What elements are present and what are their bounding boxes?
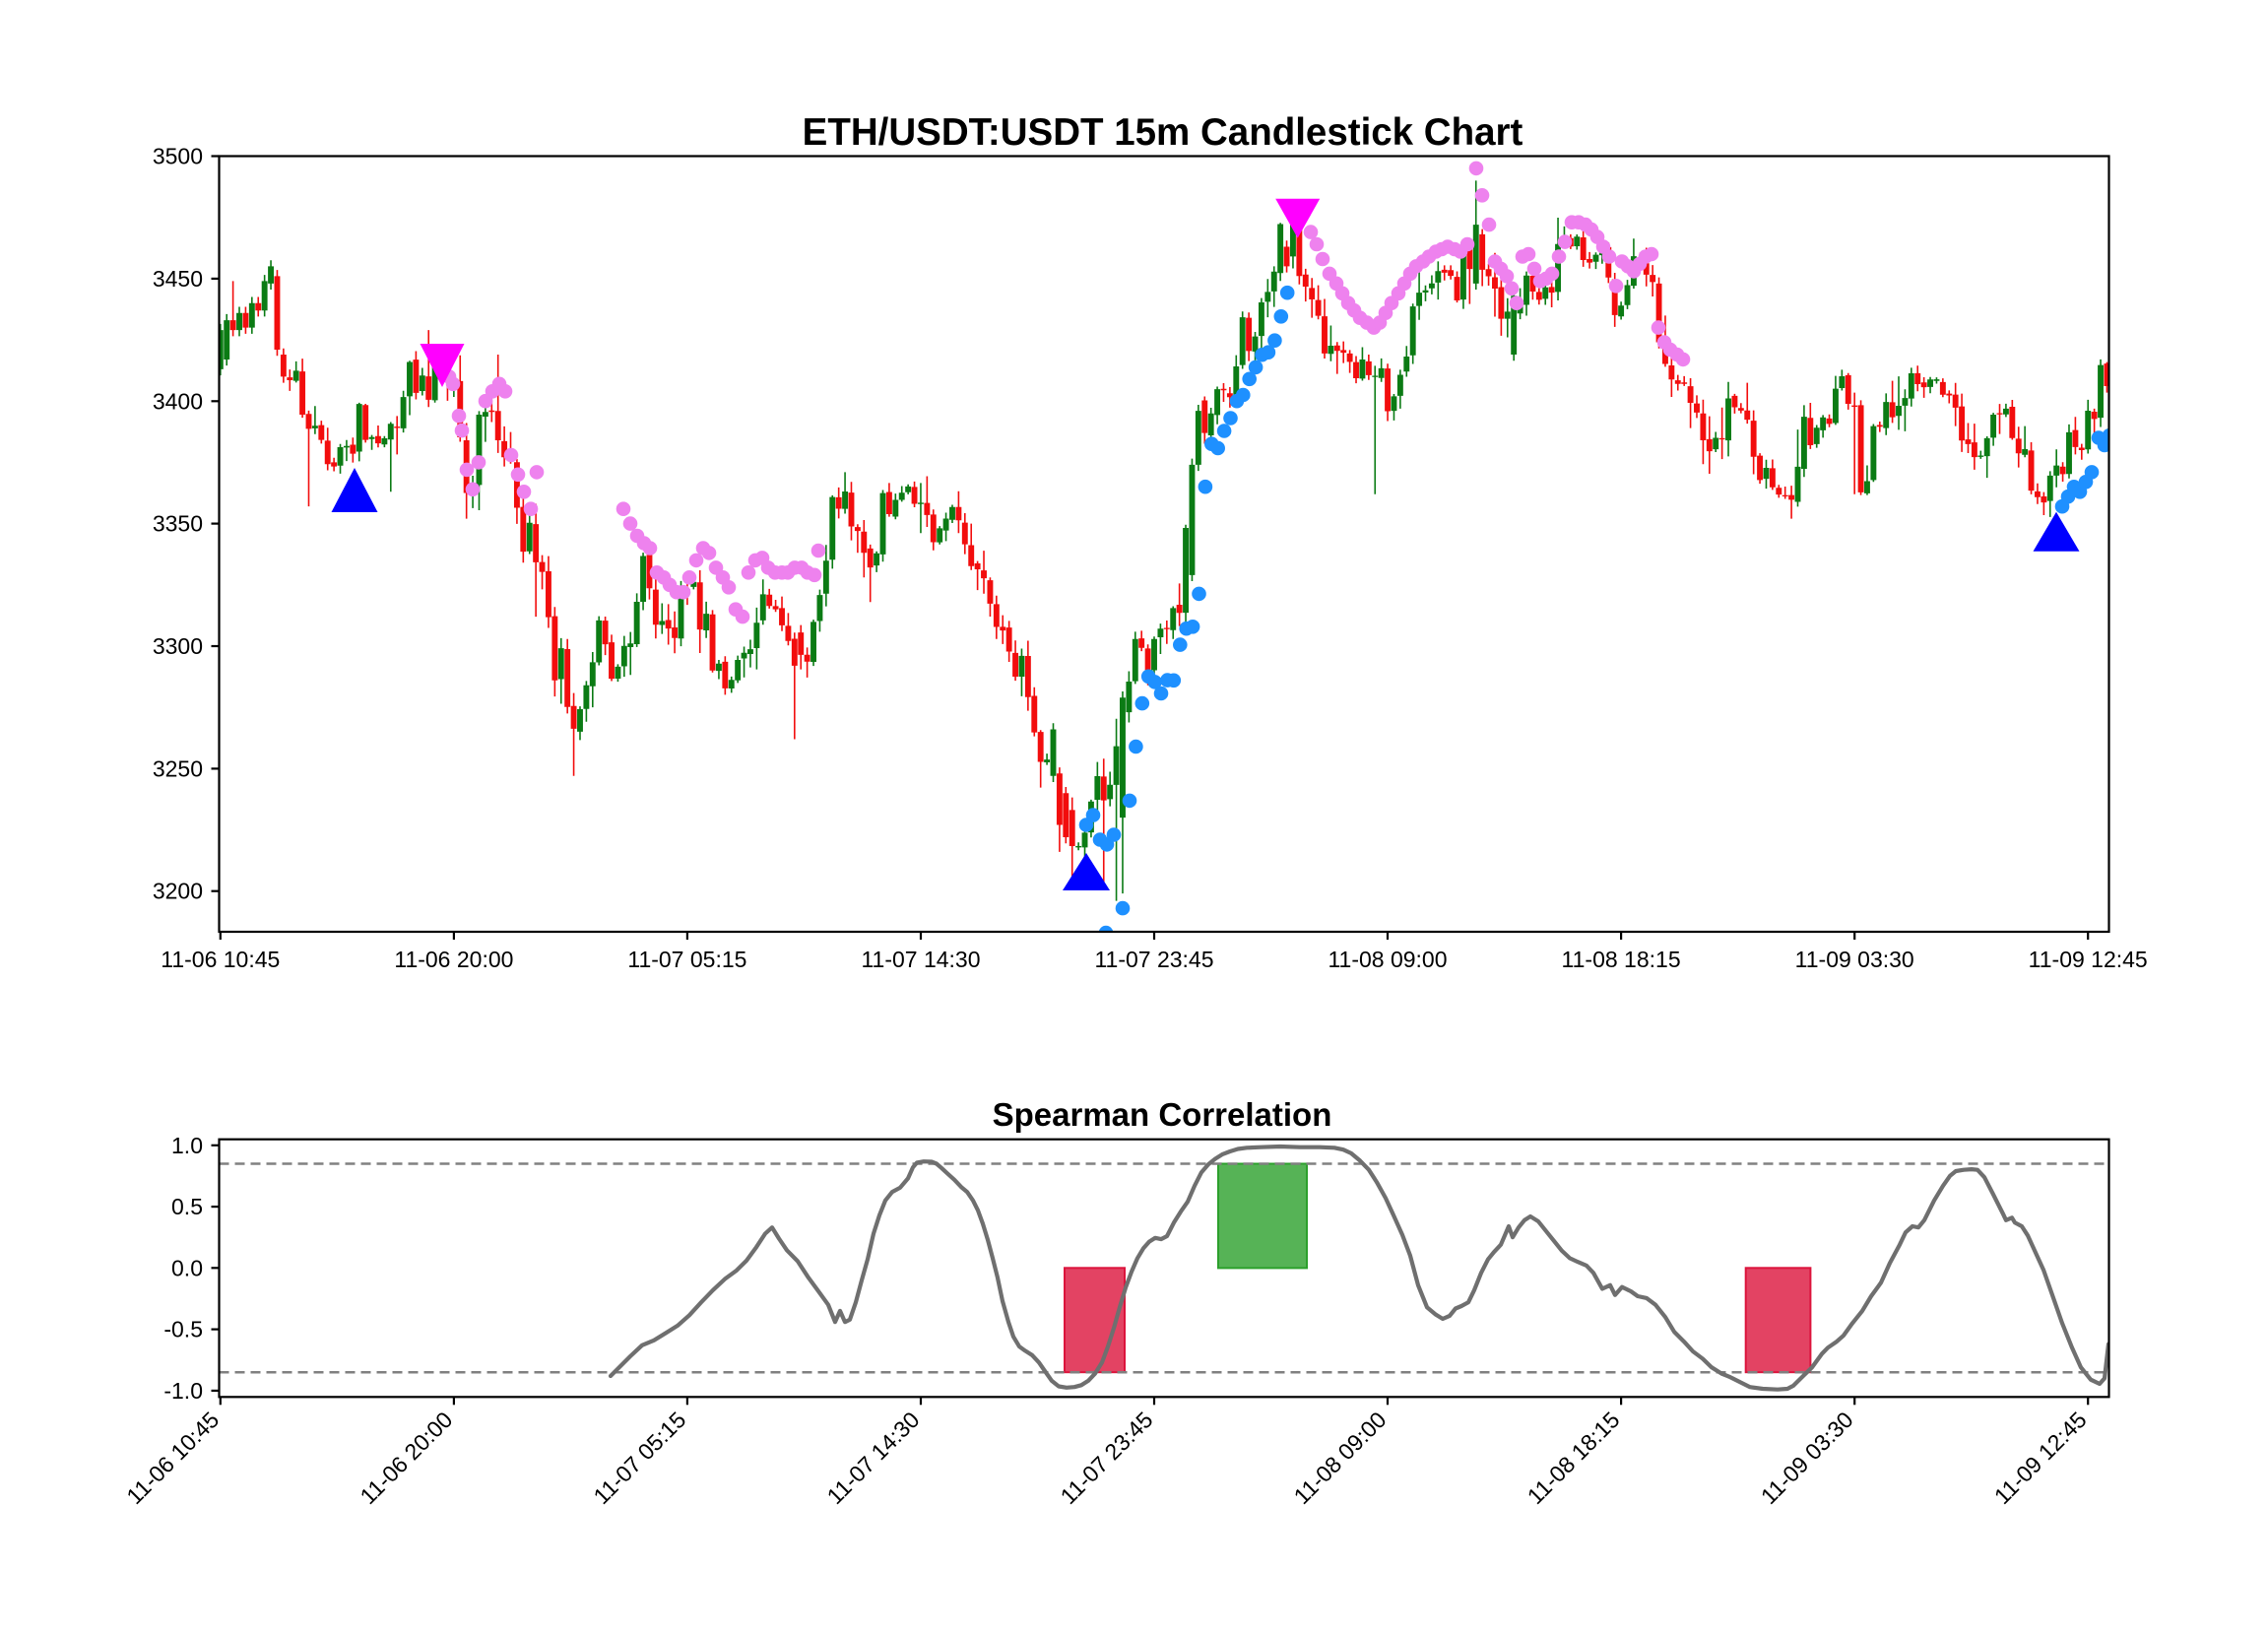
svg-text:3450: 3450 <box>153 266 203 292</box>
svg-text:3400: 3400 <box>153 388 203 414</box>
svg-text:11-09 12:45: 11-09 12:45 <box>2029 947 2148 972</box>
svg-text:11-09 03:30: 11-09 03:30 <box>1795 947 1914 972</box>
svg-text:11-07 14:30: 11-07 14:30 <box>861 947 980 972</box>
svg-text:11-08 09:00: 11-08 09:00 <box>1328 947 1447 972</box>
svg-text:3200: 3200 <box>153 879 203 904</box>
svg-text:3350: 3350 <box>153 511 203 537</box>
svg-text:11-08 18:15: 11-08 18:15 <box>1562 947 1681 972</box>
svg-text:-0.5: -0.5 <box>163 1317 203 1342</box>
svg-text:Spearman Correlation: Spearman Correlation <box>993 1096 1332 1133</box>
svg-text:3500: 3500 <box>153 144 203 169</box>
svg-text:3300: 3300 <box>153 633 203 659</box>
svg-text:0.5: 0.5 <box>171 1194 203 1219</box>
svg-text:11-07 05:15: 11-07 05:15 <box>627 947 746 972</box>
svg-text:1.0: 1.0 <box>171 1133 203 1158</box>
svg-text:3250: 3250 <box>153 755 203 781</box>
svg-text:ETH/USDT:USDT 15m Candlestick: ETH/USDT:USDT 15m Candlestick Chart <box>803 111 1523 154</box>
svg-text:0.0: 0.0 <box>171 1255 203 1280</box>
svg-text:11-06 10:45: 11-06 10:45 <box>161 947 280 972</box>
svg-text:11-06 20:00: 11-06 20:00 <box>394 947 513 972</box>
svg-text:11-07 23:45: 11-07 23:45 <box>1094 947 1213 972</box>
svg-text:-1.0: -1.0 <box>163 1378 203 1404</box>
